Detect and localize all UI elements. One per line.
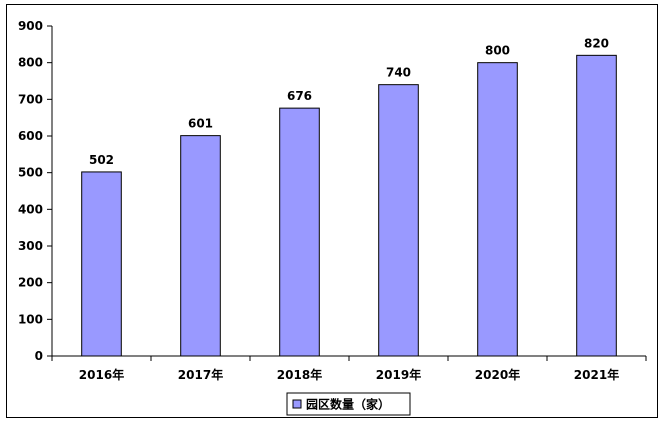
x-tick-label: 2016年: [79, 367, 124, 382]
x-tick-label: 2018年: [277, 367, 322, 382]
bar: [378, 84, 419, 357]
x-tick-label: 2021年: [574, 367, 619, 382]
data-label: 502: [89, 153, 114, 167]
x-tick-label: 2017年: [178, 367, 223, 382]
bar: [81, 171, 122, 357]
y-tick-label: 600: [18, 129, 43, 143]
y-tick-label: 800: [18, 56, 43, 70]
y-tick-label: 500: [18, 166, 43, 180]
x-axis: 2016年 2017年 2018年 2019年 2020年 2021年: [51, 355, 647, 382]
data-label: 820: [584, 36, 609, 50]
y-tick-label: 300: [18, 239, 43, 253]
data-label: 740: [386, 66, 411, 80]
data-label: 800: [485, 44, 510, 58]
x-tick-label: 2019年: [376, 367, 421, 382]
y-tick-label: 0: [35, 349, 43, 363]
bar: [576, 54, 617, 357]
bar: [279, 107, 320, 357]
data-labels: 502 601 676 740 800 820: [89, 36, 609, 167]
data-label: 676: [287, 89, 312, 103]
y-tick-label: 700: [18, 92, 43, 106]
bar: [477, 62, 518, 357]
legend-swatch: [292, 399, 302, 409]
legend-box: [286, 392, 411, 416]
bar: [180, 135, 221, 357]
y-axis: 0 100 200 300 400 500 600 700 800 900: [18, 19, 53, 363]
y-tick-label: 400: [18, 202, 43, 216]
y-tick-label: 200: [18, 276, 43, 290]
x-tick-label: 2020年: [475, 367, 520, 382]
legend: 园区数量（家）: [286, 392, 411, 416]
y-tick-label: 100: [18, 312, 43, 326]
legend-label: 园区数量（家）: [306, 397, 390, 412]
bars: [81, 54, 617, 357]
data-label: 601: [188, 117, 213, 131]
y-tick-label: 900: [18, 19, 43, 33]
